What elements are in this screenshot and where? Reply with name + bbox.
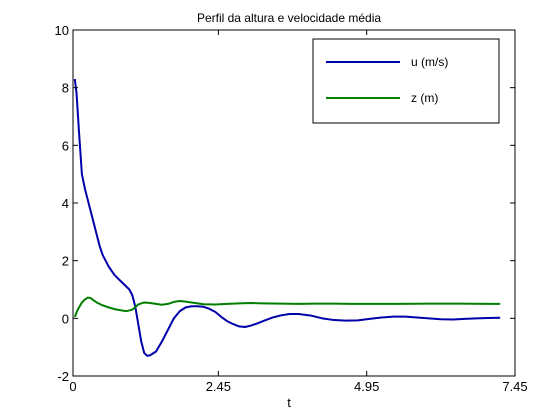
y-tick-label: 8	[62, 81, 69, 96]
y-tick-label: 10	[55, 23, 69, 38]
series-line-z	[73, 296, 501, 318]
legend: u (m/s) z (m)	[312, 38, 500, 124]
legend-label-z: z (m)	[411, 91, 438, 105]
legend-frame	[312, 38, 500, 124]
x-tick-label: 2.45	[206, 379, 231, 394]
y-tick-label: 0	[62, 311, 69, 326]
y-tick-label: -2	[57, 369, 69, 384]
y-tick-label: 2	[62, 254, 69, 269]
x-axis-label: t	[287, 395, 291, 410]
x-tick-label: 0	[69, 379, 76, 394]
chart-title: Perfil da altura e velocidade média	[197, 11, 381, 25]
legend-label-u: u (m/s)	[411, 55, 448, 69]
y-tick-label: 6	[62, 138, 69, 153]
series-layer	[73, 78, 501, 357]
y-tick-label: 4	[62, 196, 69, 211]
x-tick-label: 4.95	[354, 379, 379, 394]
x-tick-label: 7.45	[502, 379, 527, 394]
